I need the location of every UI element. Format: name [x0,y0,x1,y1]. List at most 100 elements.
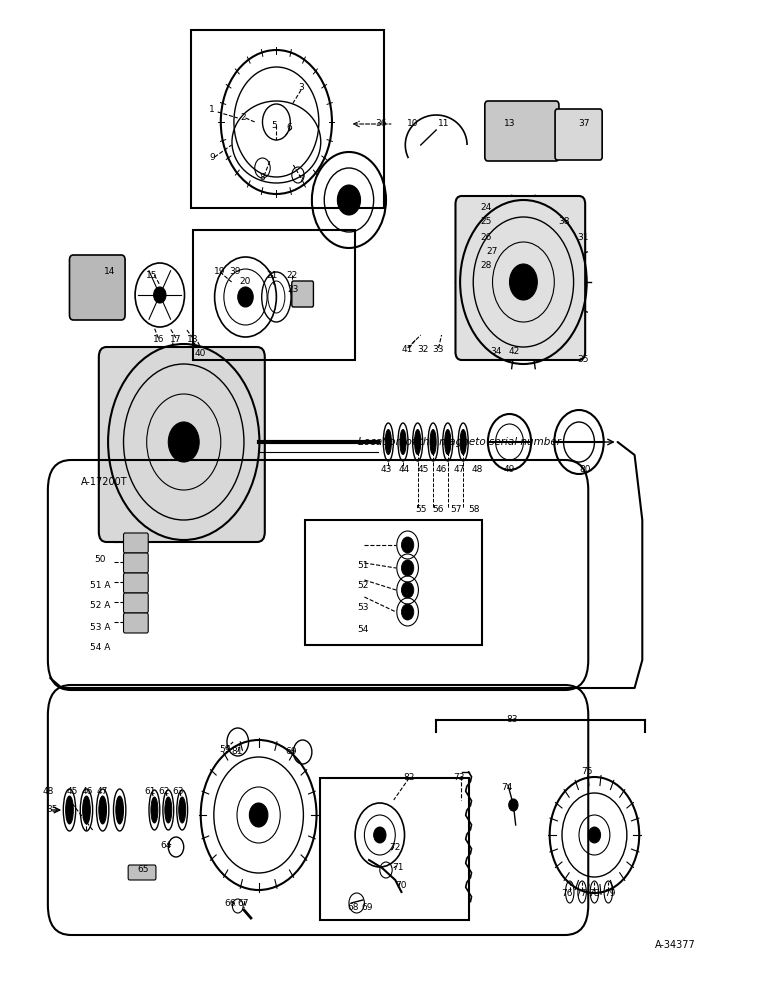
Text: 48: 48 [472,466,482,475]
Text: 80: 80 [580,466,591,475]
Text: 38: 38 [558,218,569,227]
Circle shape [249,803,268,827]
Text: 69: 69 [361,902,372,912]
Text: 47: 47 [97,788,108,796]
Text: 10: 10 [408,119,418,128]
Text: 46: 46 [82,788,93,796]
Circle shape [401,537,414,553]
Text: 72: 72 [390,844,401,852]
Text: 66: 66 [225,898,235,908]
FancyBboxPatch shape [124,593,148,613]
Text: 46: 46 [435,466,446,475]
Circle shape [337,185,361,215]
FancyBboxPatch shape [555,109,602,160]
FancyBboxPatch shape [69,255,125,320]
Ellipse shape [116,796,124,824]
Ellipse shape [99,796,107,824]
Text: 33: 33 [433,346,444,355]
Text: 52: 52 [357,580,368,589]
Ellipse shape [445,430,451,454]
FancyBboxPatch shape [292,281,313,307]
Ellipse shape [415,430,421,454]
Text: 65: 65 [137,865,148,874]
Text: 11: 11 [438,119,449,128]
Text: 62: 62 [159,788,170,796]
Ellipse shape [460,430,466,454]
FancyBboxPatch shape [485,101,559,161]
Ellipse shape [151,797,157,823]
Text: 1: 1 [209,105,215,114]
Circle shape [588,827,601,843]
FancyBboxPatch shape [99,347,265,542]
FancyBboxPatch shape [124,533,148,553]
FancyBboxPatch shape [124,573,148,593]
Text: 7: 7 [298,176,304,184]
Circle shape [510,264,537,300]
Circle shape [401,560,414,576]
Ellipse shape [164,797,171,823]
Circle shape [154,287,166,303]
Ellipse shape [385,430,391,454]
Text: 51: 51 [357,560,368,570]
Text: 68: 68 [348,902,359,912]
Ellipse shape [400,430,406,454]
FancyBboxPatch shape [455,196,585,360]
Text: 18: 18 [188,336,198,344]
Text: A-17200T: A-17200T [81,477,127,487]
Text: 49: 49 [504,466,515,475]
Text: 53: 53 [357,602,368,611]
Ellipse shape [178,797,185,823]
Text: 8: 8 [259,174,266,182]
Text: 81: 81 [232,748,242,756]
Text: 52 A: 52 A [90,600,110,609]
Text: 2: 2 [240,113,246,122]
Text: 39: 39 [230,267,241,276]
Text: 36: 36 [375,119,386,128]
Text: 78: 78 [588,888,599,898]
Text: 24: 24 [481,202,492,212]
Text: 40: 40 [195,349,206,358]
Text: 61: 61 [145,788,156,796]
Text: 25: 25 [481,218,492,227]
Text: 63: 63 [173,788,184,796]
Text: 35: 35 [577,356,588,364]
Text: 76: 76 [562,888,573,898]
Text: 58: 58 [469,506,479,514]
FancyBboxPatch shape [124,553,148,573]
Text: A-34377: A-34377 [655,940,696,950]
Text: 26: 26 [481,233,492,242]
Text: 20: 20 [240,277,251,286]
Text: 35: 35 [46,806,57,814]
Text: 50: 50 [95,556,106,564]
Text: 42: 42 [509,348,520,357]
Circle shape [401,582,414,598]
Text: 45: 45 [418,466,428,475]
Circle shape [168,422,199,462]
Text: 70: 70 [396,880,407,890]
Text: 9: 9 [209,152,215,161]
Text: 16: 16 [153,336,164,344]
Text: 19: 19 [215,267,225,276]
Text: 53 A: 53 A [90,624,110,633]
Text: 22: 22 [286,270,297,279]
Text: 67: 67 [238,898,249,908]
Ellipse shape [430,430,436,454]
Text: 54: 54 [357,626,368,635]
Text: 45: 45 [66,788,77,796]
Text: 82: 82 [404,774,415,782]
Text: 57: 57 [451,506,462,514]
Text: 28: 28 [481,260,492,269]
Text: 43: 43 [381,466,391,475]
Text: 71: 71 [392,863,403,872]
Text: 79: 79 [604,888,615,898]
Text: 21: 21 [267,270,278,279]
Circle shape [401,604,414,620]
Text: 64: 64 [161,840,171,850]
Text: 51 A: 51 A [90,580,110,589]
Text: 74: 74 [502,782,513,792]
Text: 60: 60 [286,748,296,756]
Text: 23: 23 [288,286,299,294]
FancyBboxPatch shape [128,865,156,880]
Circle shape [374,827,386,843]
Text: 55: 55 [415,506,426,514]
